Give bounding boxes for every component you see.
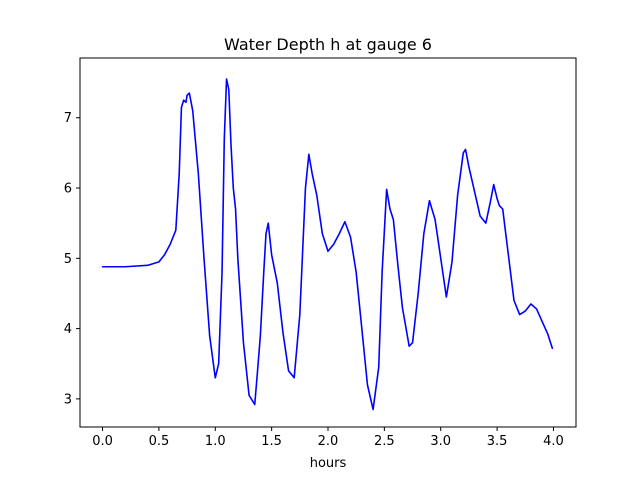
y-tick-label: 3 [64, 392, 72, 407]
x-tick-label: 0.5 [149, 434, 170, 449]
y-tick-label: 7 [64, 111, 72, 126]
x-tick-label: 1.0 [205, 434, 226, 449]
y-tick-label: 6 [64, 182, 72, 197]
plot-area: 0.0 0.5 1.0 1.5 2.0 2.5 3.0 3.5 4.0 3 4 5 6 7 [64, 57, 577, 449]
axes-frame [79, 57, 577, 428]
series-line-0 [101, 78, 554, 411]
y-tick-label: 5 [64, 252, 72, 267]
x-axis-label: hours [310, 456, 347, 471]
x-tick-label: 3.5 [487, 434, 508, 449]
x-tick-label: 3.0 [430, 434, 451, 449]
x-tick-label: 0.0 [92, 434, 113, 449]
x-tick-label: 2.5 [374, 434, 395, 449]
y-tick-label: 4 [64, 322, 72, 337]
x-tick-label: 2.0 [318, 434, 339, 449]
chart-title: Water Depth h at gauge 6 [224, 35, 432, 54]
x-tick-label: 4.0 [543, 434, 564, 449]
x-tick-label: 1.5 [261, 434, 282, 449]
